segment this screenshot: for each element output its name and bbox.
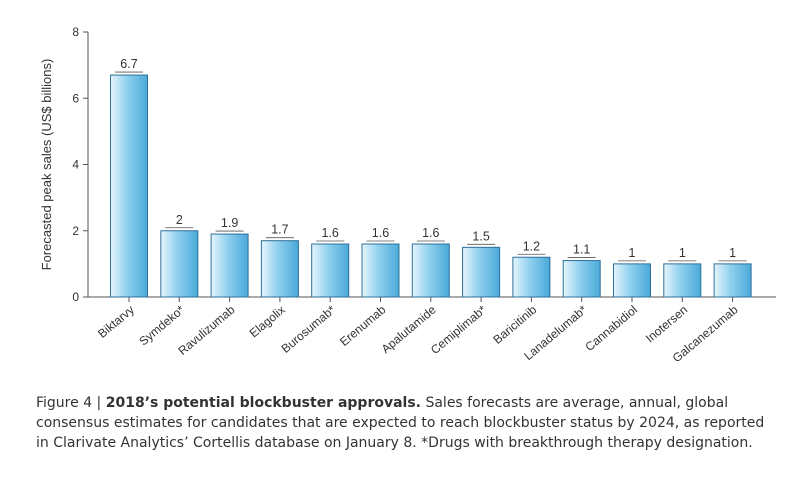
bar-chart: 0 2 4 6 8 Forecasted peak sales (US$ billions… [39, 25, 776, 365]
value-label: 1 [729, 246, 736, 260]
value-label: 1.7 [271, 223, 288, 237]
bar [361, 243, 400, 298]
value-label: 1.1 [573, 243, 590, 257]
y-tick-label: 0 [72, 290, 79, 304]
bars [110, 74, 752, 298]
value-label: 1.2 [523, 239, 540, 253]
bar [663, 263, 702, 298]
value-label: 1.6 [422, 226, 439, 240]
value-label: 1.6 [372, 226, 389, 240]
value-label: 1.9 [221, 216, 238, 230]
bar [160, 230, 199, 298]
category-label: Cemiplimab* [428, 302, 489, 357]
bar [462, 246, 501, 298]
bar [562, 260, 601, 298]
bar [210, 233, 249, 298]
bar [311, 243, 350, 298]
y-tick-label: 4 [72, 158, 79, 172]
y-tick-label: 6 [72, 91, 79, 105]
chart-svg: 0 2 4 6 8 Forecasted peak sales (US$ billions… [39, 25, 776, 365]
y-axis-title: Forecasted peak sales (US$ billions) [39, 59, 54, 271]
bar [512, 256, 551, 298]
value-label: 1 [679, 246, 686, 260]
value-label: 1.5 [472, 229, 489, 243]
category-label: Burosumab* [279, 302, 339, 355]
value-label: 1.6 [322, 226, 339, 240]
bar [110, 74, 148, 298]
category-label: Inotersen [643, 303, 690, 346]
category-label: Baricitinib [490, 302, 539, 346]
value-label: 1 [629, 246, 636, 260]
value-label: 2 [176, 213, 183, 227]
y-tick-label: 2 [72, 224, 79, 238]
bar [411, 243, 450, 298]
y-tick-label: 8 [72, 25, 79, 39]
category-label: Symdeko* [136, 302, 187, 348]
bar [613, 263, 651, 298]
figure-caption: Figure 4 | 2018’s potential blockbuster … [36, 393, 776, 453]
caption-body: Sales forecasts are average, annual, glo… [36, 395, 765, 451]
bar [713, 263, 752, 298]
category-label: Cannabidiol [582, 303, 640, 354]
category-label: Biktarvy [95, 303, 137, 341]
value-label: 6.7 [120, 57, 137, 71]
category-label: Elagolix [247, 303, 288, 341]
caption-prefix: Figure 4 | [36, 395, 106, 411]
bar [260, 240, 299, 298]
category-label: Erenumab [337, 302, 389, 349]
caption-title: 2018’s potential blockbuster approvals. [105, 395, 422, 411]
